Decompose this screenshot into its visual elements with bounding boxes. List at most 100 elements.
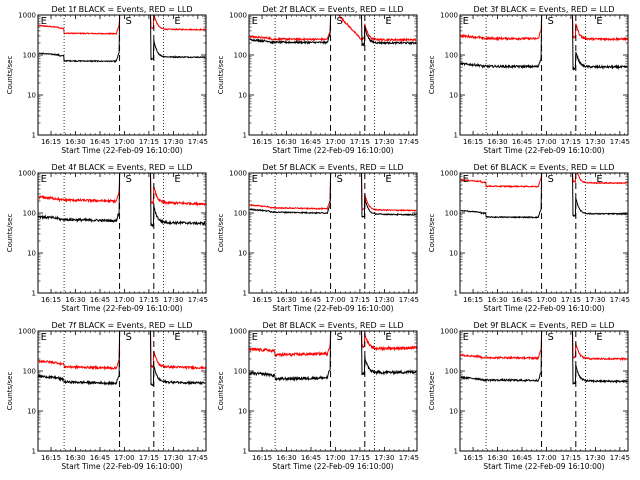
y-tick-label: 1000	[440, 12, 458, 20]
marker-e-end: E	[596, 174, 602, 185]
y-tick-label: 1	[454, 290, 458, 298]
panel-det-6: Det 6f BLACK = Events, RED = LLD Counts/s…	[428, 163, 630, 313]
x-tick-label: 16:15	[463, 296, 483, 304]
marker-e-start: E	[252, 16, 258, 27]
marker-e-start: E	[463, 332, 469, 343]
marker-s: S	[125, 174, 131, 185]
series-lld	[249, 15, 417, 43]
marker-s: S	[125, 332, 131, 343]
y-tick-label: 10	[238, 250, 247, 258]
y-tick-label: 1	[32, 448, 36, 456]
x-axis-label: Start Time (22-Feb-09 16:10:00)	[272, 462, 393, 471]
plot-frame	[459, 172, 629, 294]
y-tick-label: 1000	[18, 12, 36, 20]
x-axis-label: Start Time (22-Feb-09 16:10:00)	[61, 146, 182, 155]
marker-e-start: E	[41, 16, 47, 27]
y-tick-label: 10	[27, 92, 36, 100]
x-axis-label: Start Time (22-Feb-09 16:10:00)	[483, 304, 604, 313]
plot-frame	[248, 14, 418, 136]
y-axis-label: Counts/sec	[6, 56, 14, 95]
series-events	[460, 173, 628, 219]
y-axis-label: Counts/sec	[428, 372, 436, 411]
x-axis-label: Start Time (22-Feb-09 16:10:00)	[483, 146, 604, 155]
marker-s: S	[125, 16, 131, 27]
series-lld	[38, 173, 206, 207]
panel-title: Det 5f BLACK = Events, RED = LLD	[262, 163, 403, 172]
x-tick-label: 17:45	[188, 454, 208, 462]
marker-e-end: E	[385, 174, 391, 185]
y-tick-label: 10	[449, 250, 458, 258]
x-tick-label: 16:30	[65, 296, 85, 304]
x-axis-label: Start Time (22-Feb-09 16:10:00)	[61, 304, 182, 313]
marker-e-start: E	[252, 174, 258, 185]
x-tick-label: 17:15	[561, 296, 581, 304]
y-tick-label: 100	[23, 52, 36, 60]
x-tick-label: 17:30	[374, 296, 394, 304]
panel-title: Det 6f BLACK = Events, RED = LLD	[473, 163, 614, 172]
plot-area	[38, 331, 206, 387]
x-tick-label: 17:00	[536, 454, 556, 462]
marker-s: S	[547, 16, 553, 27]
y-tick-label: 1	[454, 448, 458, 456]
x-tick-label: 17:00	[536, 296, 556, 304]
x-tick-label: 17:00	[114, 138, 134, 146]
x-tick-label: 17:45	[610, 296, 630, 304]
marker-e-end: E	[385, 16, 391, 27]
marker-e-end: E	[596, 16, 602, 27]
panel-title: Det 7f BLACK = Events, RED = LLD	[51, 321, 192, 330]
y-tick-label: 1000	[440, 170, 458, 178]
y-tick-label: 1	[243, 290, 247, 298]
series-events	[249, 331, 417, 382]
x-tick-label: 16:45	[512, 138, 532, 146]
x-tick-label: 16:45	[90, 138, 110, 146]
x-tick-label: 17:45	[399, 454, 419, 462]
panel-det-1: Det 1f BLACK = Events, RED = LLD Counts/s…	[6, 5, 208, 155]
y-tick-label: 10	[238, 92, 247, 100]
x-tick-label: 17:45	[610, 454, 630, 462]
series-lld	[460, 331, 628, 362]
y-tick-label: 100	[23, 210, 36, 218]
panel-det-4: Det 4f BLACK = Events, RED = LLD Counts/s…	[6, 163, 208, 313]
x-tick-label: 16:45	[301, 454, 321, 462]
x-tick-label: 16:30	[65, 454, 85, 462]
y-tick-label: 1000	[18, 170, 36, 178]
x-tick-label: 17:30	[374, 454, 394, 462]
y-tick-label: 100	[234, 52, 247, 60]
x-tick-label: 17:15	[139, 454, 159, 462]
plot-frame	[459, 330, 629, 452]
series-lld	[38, 15, 206, 35]
plot-frame	[248, 172, 418, 294]
plot-frame	[37, 14, 207, 136]
x-tick-label: 16:30	[276, 138, 296, 146]
x-tick-label: 16:45	[512, 454, 532, 462]
plot-area	[460, 331, 628, 385]
y-tick-label: 1000	[18, 328, 36, 336]
x-tick-label: 16:45	[301, 296, 321, 304]
marker-e-end: E	[596, 332, 602, 343]
x-tick-label: 17:15	[561, 454, 581, 462]
x-tick-label: 17:45	[188, 296, 208, 304]
x-tick-label: 17:15	[350, 296, 370, 304]
plot-frame	[459, 14, 629, 136]
x-tick-label: 17:15	[139, 296, 159, 304]
x-tick-label: 16:45	[90, 296, 110, 304]
x-tick-label: 17:00	[325, 138, 345, 146]
panel-title: Det 8f BLACK = Events, RED = LLD	[262, 321, 403, 330]
x-axis-label: Start Time (22-Feb-09 16:10:00)	[61, 462, 182, 471]
y-tick-label: 1000	[229, 12, 247, 20]
x-tick-label: 17:00	[325, 296, 345, 304]
y-axis-label: Counts/sec	[428, 56, 436, 95]
y-tick-label: 10	[449, 408, 458, 416]
x-tick-label: 16:30	[487, 138, 507, 146]
marker-e-end: E	[174, 332, 180, 343]
x-tick-label: 17:30	[163, 138, 183, 146]
plot-frame	[248, 330, 418, 452]
y-tick-label: 1	[32, 132, 36, 140]
marker-e-end: E	[174, 16, 180, 27]
series-lld	[249, 331, 417, 358]
x-tick-label: 17:30	[374, 138, 394, 146]
x-tick-label: 16:15	[41, 296, 61, 304]
series-lld	[460, 15, 628, 42]
series-lld	[460, 173, 628, 189]
series-lld	[38, 331, 206, 371]
